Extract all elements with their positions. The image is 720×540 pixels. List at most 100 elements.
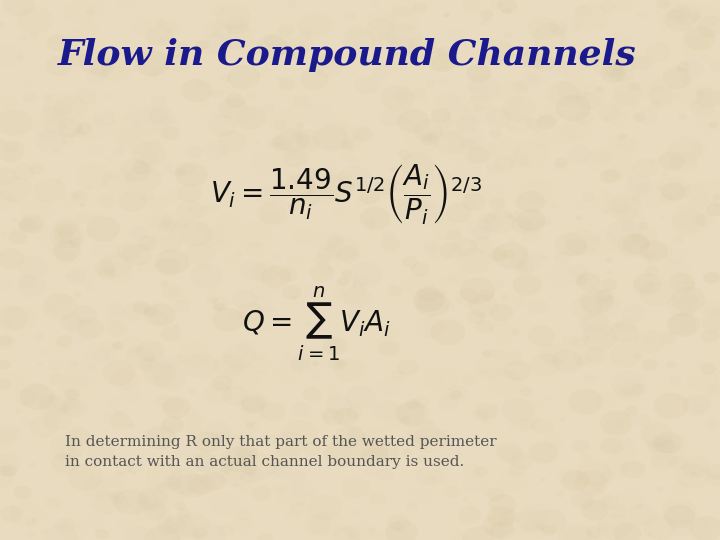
Circle shape xyxy=(0,360,11,369)
Circle shape xyxy=(218,131,247,152)
Circle shape xyxy=(373,40,409,67)
Circle shape xyxy=(79,49,113,75)
Circle shape xyxy=(476,319,494,333)
Circle shape xyxy=(284,509,299,520)
Circle shape xyxy=(86,10,94,15)
Circle shape xyxy=(544,310,574,333)
Circle shape xyxy=(297,521,308,530)
Circle shape xyxy=(553,27,565,37)
Circle shape xyxy=(632,383,647,395)
Circle shape xyxy=(534,392,543,399)
Circle shape xyxy=(303,262,319,275)
Circle shape xyxy=(205,0,224,8)
Circle shape xyxy=(62,399,87,417)
Circle shape xyxy=(605,457,629,475)
Circle shape xyxy=(58,16,79,31)
Circle shape xyxy=(7,125,43,152)
Circle shape xyxy=(14,409,22,414)
Circle shape xyxy=(552,349,582,373)
Circle shape xyxy=(360,222,390,244)
Circle shape xyxy=(261,211,280,225)
Circle shape xyxy=(451,124,485,149)
Circle shape xyxy=(318,179,339,195)
Circle shape xyxy=(690,516,720,540)
Circle shape xyxy=(548,273,559,282)
Circle shape xyxy=(300,69,329,90)
Circle shape xyxy=(693,173,719,193)
Circle shape xyxy=(657,78,662,82)
Circle shape xyxy=(145,525,180,540)
Circle shape xyxy=(207,481,235,501)
Circle shape xyxy=(580,330,608,352)
Circle shape xyxy=(44,5,50,10)
Circle shape xyxy=(325,234,344,247)
Circle shape xyxy=(210,271,233,289)
Circle shape xyxy=(528,265,560,288)
Circle shape xyxy=(478,315,484,319)
Circle shape xyxy=(196,29,213,42)
Circle shape xyxy=(695,185,708,195)
Circle shape xyxy=(588,222,593,227)
Circle shape xyxy=(330,189,335,193)
Circle shape xyxy=(91,207,103,215)
Circle shape xyxy=(68,464,104,491)
Circle shape xyxy=(58,406,68,414)
Circle shape xyxy=(101,58,131,81)
Circle shape xyxy=(94,328,107,339)
Circle shape xyxy=(402,91,411,98)
Circle shape xyxy=(543,0,559,11)
Circle shape xyxy=(233,256,258,275)
Circle shape xyxy=(435,353,440,356)
Circle shape xyxy=(156,295,169,305)
Circle shape xyxy=(42,294,78,320)
Circle shape xyxy=(654,393,688,419)
Circle shape xyxy=(290,512,323,537)
Circle shape xyxy=(323,338,347,356)
Circle shape xyxy=(540,252,549,259)
Circle shape xyxy=(505,213,513,219)
Circle shape xyxy=(217,148,228,156)
Circle shape xyxy=(264,326,297,350)
Circle shape xyxy=(18,501,45,522)
Circle shape xyxy=(562,335,578,347)
Circle shape xyxy=(584,436,600,448)
Circle shape xyxy=(542,64,559,77)
Circle shape xyxy=(130,345,141,354)
Circle shape xyxy=(431,108,451,123)
Circle shape xyxy=(132,301,150,314)
Circle shape xyxy=(333,207,345,216)
Circle shape xyxy=(254,198,258,202)
Circle shape xyxy=(454,158,482,180)
Circle shape xyxy=(338,521,366,540)
Circle shape xyxy=(225,422,232,427)
Circle shape xyxy=(163,161,183,177)
Circle shape xyxy=(587,451,596,458)
Circle shape xyxy=(493,242,528,269)
Circle shape xyxy=(527,17,558,39)
Circle shape xyxy=(2,172,32,194)
Circle shape xyxy=(176,512,210,539)
Circle shape xyxy=(391,370,406,381)
Circle shape xyxy=(161,126,179,140)
Circle shape xyxy=(690,92,711,107)
Circle shape xyxy=(543,395,552,402)
Circle shape xyxy=(519,244,544,262)
Circle shape xyxy=(0,516,8,525)
Circle shape xyxy=(562,118,593,141)
Circle shape xyxy=(76,63,110,89)
Circle shape xyxy=(573,4,608,30)
Circle shape xyxy=(610,471,645,498)
Circle shape xyxy=(238,424,273,450)
Circle shape xyxy=(72,191,85,201)
Circle shape xyxy=(269,448,284,460)
Circle shape xyxy=(168,288,187,303)
Circle shape xyxy=(570,180,595,198)
Circle shape xyxy=(657,486,665,491)
Circle shape xyxy=(351,284,356,288)
Circle shape xyxy=(96,194,115,208)
Circle shape xyxy=(176,508,190,519)
Circle shape xyxy=(222,386,248,406)
Circle shape xyxy=(97,267,115,280)
Circle shape xyxy=(652,442,683,465)
Circle shape xyxy=(89,38,102,48)
